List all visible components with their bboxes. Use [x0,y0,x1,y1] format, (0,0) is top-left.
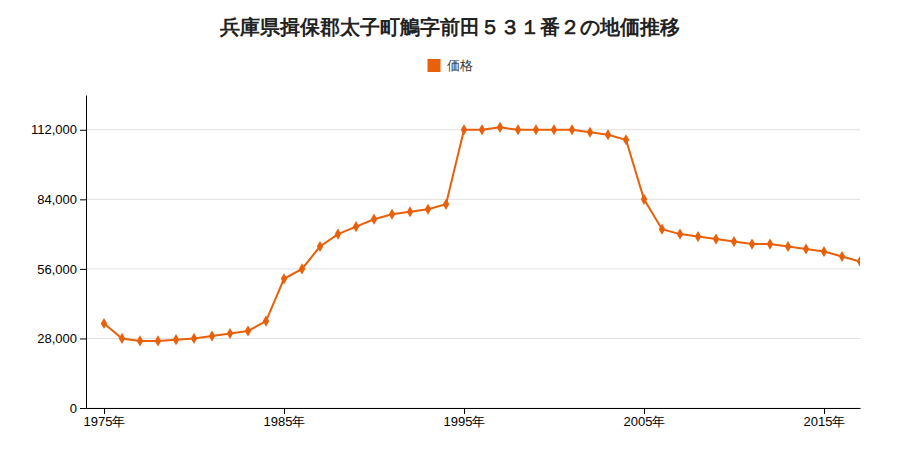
point [749,238,755,249]
x-tick-mark [284,408,285,414]
point [389,209,395,220]
x-tick-mark [644,408,645,414]
x-tick-label: 1985年 [264,414,306,429]
title: 兵庫県揖保郡太子町鵤字前田５３１番２の地価推移 [219,15,680,39]
point [335,229,341,240]
point [551,124,557,135]
point [803,243,809,254]
y-tick-mark [80,130,86,131]
point [515,124,521,135]
y-axis: 0 28,000 56,000 84,000 112,000 [31,96,87,416]
x-axis: 1975年 1985年 1995年 2005年 2015年 [84,408,861,429]
y-tick-mark [80,269,86,270]
plot-area: 0 28,000 56,000 84,000 112,000 1975年 1985年 1995… [31,96,863,430]
y-tick: 28,000 [37,331,86,346]
point [353,221,359,232]
y-tick-label: 84,000 [37,192,77,207]
x-tick: 1985年 [264,408,306,429]
x-tick-label: 1995年 [444,414,486,429]
point [155,335,161,346]
y-tick-label: 56,000 [37,262,77,277]
point [767,238,773,249]
x-tick: 2005年 [624,408,666,429]
point [839,251,845,262]
point [101,318,107,329]
x-axis-line [87,408,861,409]
y-axis-line [86,96,87,409]
point [677,229,683,240]
point [641,194,647,205]
legend-label: 価格 [447,58,473,73]
point [173,334,179,345]
y-tick-mark [80,338,86,339]
marks [101,122,860,347]
point [785,241,791,252]
point [425,204,431,215]
y-tick-label: 28,000 [37,331,77,346]
point [479,124,485,135]
x-tick-mark [824,408,825,414]
point [227,328,233,339]
point [821,246,827,257]
grid-line [86,408,860,409]
point [245,325,251,336]
line [104,127,860,341]
y-tick-label: 112,000 [31,122,77,137]
x-tick-mark [104,408,105,414]
legend-swatch [428,59,441,72]
point [533,124,539,135]
point [605,129,611,140]
point [443,199,449,210]
point [461,124,467,135]
grid [86,130,860,408]
x-tick-label: 2015年 [804,414,846,429]
x-tick: 1975年 [84,408,126,429]
legend: 価格 [428,58,473,73]
point [317,241,323,252]
chart: 兵庫県揖保郡太子町鵤字前田５３１番２の地価推移 0 28,000 56,000 84,0… [0,0,900,450]
point [497,122,503,133]
point [371,214,377,225]
point [731,236,737,247]
point [209,330,215,341]
y-tick: 56,000 [37,262,86,277]
point [623,134,629,145]
point [299,263,305,274]
point [569,124,575,135]
grid-line [86,268,860,269]
point [695,231,701,242]
x-tick: 1995年 [444,408,486,429]
point [191,333,197,344]
point [281,273,287,284]
point [857,256,860,267]
y-tick: 112,000 [31,122,86,137]
y-tick-mark [80,408,86,409]
point [587,127,593,138]
point [263,315,269,326]
x-tick: 2015年 [804,408,846,429]
y-tick-label: 0 [70,401,77,416]
point [119,333,125,344]
y-tick-mark [80,199,86,200]
x-tick-mark [464,408,465,414]
point [137,335,143,346]
x-tick-label: 2005年 [624,414,666,429]
grid-line [86,199,860,200]
x-tick-label: 1975年 [84,414,126,429]
y-tick: 84,000 [37,192,86,207]
legend-item: 価格 [428,58,473,73]
point [407,206,413,217]
point [713,233,719,244]
point [659,224,665,235]
